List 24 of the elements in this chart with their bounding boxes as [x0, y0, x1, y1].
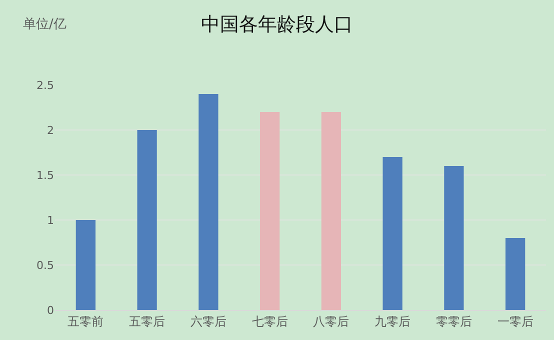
bar: [198, 94, 218, 310]
bar: [321, 112, 342, 310]
y-axis-title: 单位/亿: [23, 17, 66, 32]
bar: [382, 157, 402, 310]
x-tick-label: 六零后: [190, 314, 226, 328]
y-tick-label: 1.5: [36, 168, 54, 182]
y-tick-label: 2.5: [36, 78, 54, 92]
x-tick-label: 零零后: [436, 314, 472, 328]
bar: [137, 130, 157, 310]
y-tick-label: 2: [47, 124, 54, 137]
y-tick-label: 1: [47, 214, 54, 227]
x-tick-label: 七零后: [252, 314, 288, 328]
bar: [260, 112, 280, 310]
bar: [76, 220, 96, 310]
chart-title: 中国各年龄段人口: [201, 13, 353, 36]
y-tick-label: 0: [47, 304, 54, 317]
bar: [505, 238, 526, 310]
x-tick-label: 八零后: [313, 314, 350, 328]
x-tick-label: 九零后: [374, 314, 411, 328]
x-tick-label: 五零前: [68, 314, 104, 328]
bar: [444, 166, 464, 310]
x-tick-label: 一零后: [497, 314, 534, 328]
x-tick-label: 五零后: [129, 314, 166, 328]
y-tick-label: 0.5: [36, 258, 54, 272]
